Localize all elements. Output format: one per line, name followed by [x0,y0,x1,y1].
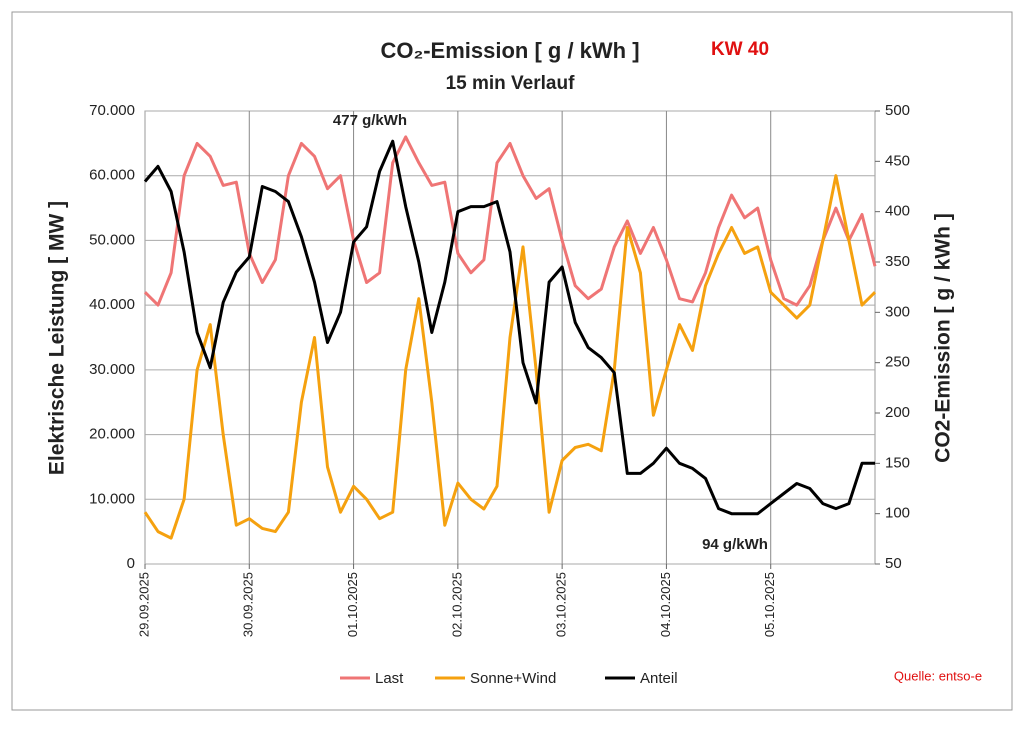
y2-tick-label: 400 [885,203,910,220]
annotation: 477 g/kWh [333,112,407,129]
chart-title: CO₂-Emission [ g / kWh ] [380,38,639,63]
legend-item: Anteil [605,670,678,687]
y-tick-label: 70.000 [89,102,135,119]
series-line [143,174,877,540]
y-tick-label: 10.000 [89,490,135,507]
y-tick-label: 50.000 [89,231,135,248]
x-tick-label: 05.10.2025 [762,572,777,637]
y2-tick-label: 450 [885,152,910,169]
y-tick-label: 0 [127,555,135,572]
y-tick-label: 40.000 [89,296,135,313]
chart-subtitle: 15 min Verlauf [446,73,576,94]
x-tick-label: 04.10.2025 [658,572,673,637]
y-axis-label: Elektrische Leistung [ MW ] [46,201,69,475]
y2-tick-label: 250 [885,354,910,371]
legend-item: Sonne+Wind [435,670,556,687]
legend-label: Sonne+Wind [470,670,556,687]
series-line [143,135,877,307]
legend-label: Anteil [640,670,678,687]
y-tick-label: 30.000 [89,361,135,378]
y2-tick-label: 350 [885,253,910,270]
annotation: 94 g/kWh [702,536,768,553]
x-tick-label: 02.10.2025 [449,572,464,637]
y-tick-label: 60.000 [89,167,135,184]
y2-tick-label: 500 [885,102,910,119]
y2-tick-label: 50 [885,555,902,572]
y2-tick-label: 100 [885,505,910,522]
y2-tick-label: 300 [885,303,910,320]
y-tick-label: 20.000 [89,426,135,443]
x-tick-label: 30.09.2025 [241,572,256,637]
x-tick-label: 03.10.2025 [554,572,569,637]
y2-axis-label: CO2-Emission [ g / kWh ] [932,213,955,463]
y2-tick-label: 200 [885,404,910,421]
week-badge: KW 40 [711,39,769,60]
source-note: Quelle: entso-e [894,668,982,683]
series-line [143,139,875,516]
legend-label: Last [375,670,404,687]
legend-item: Last [340,670,404,687]
x-tick-label: 29.09.2025 [136,572,151,637]
x-tick-label: 01.10.2025 [345,572,360,637]
y2-tick-label: 150 [885,454,910,471]
